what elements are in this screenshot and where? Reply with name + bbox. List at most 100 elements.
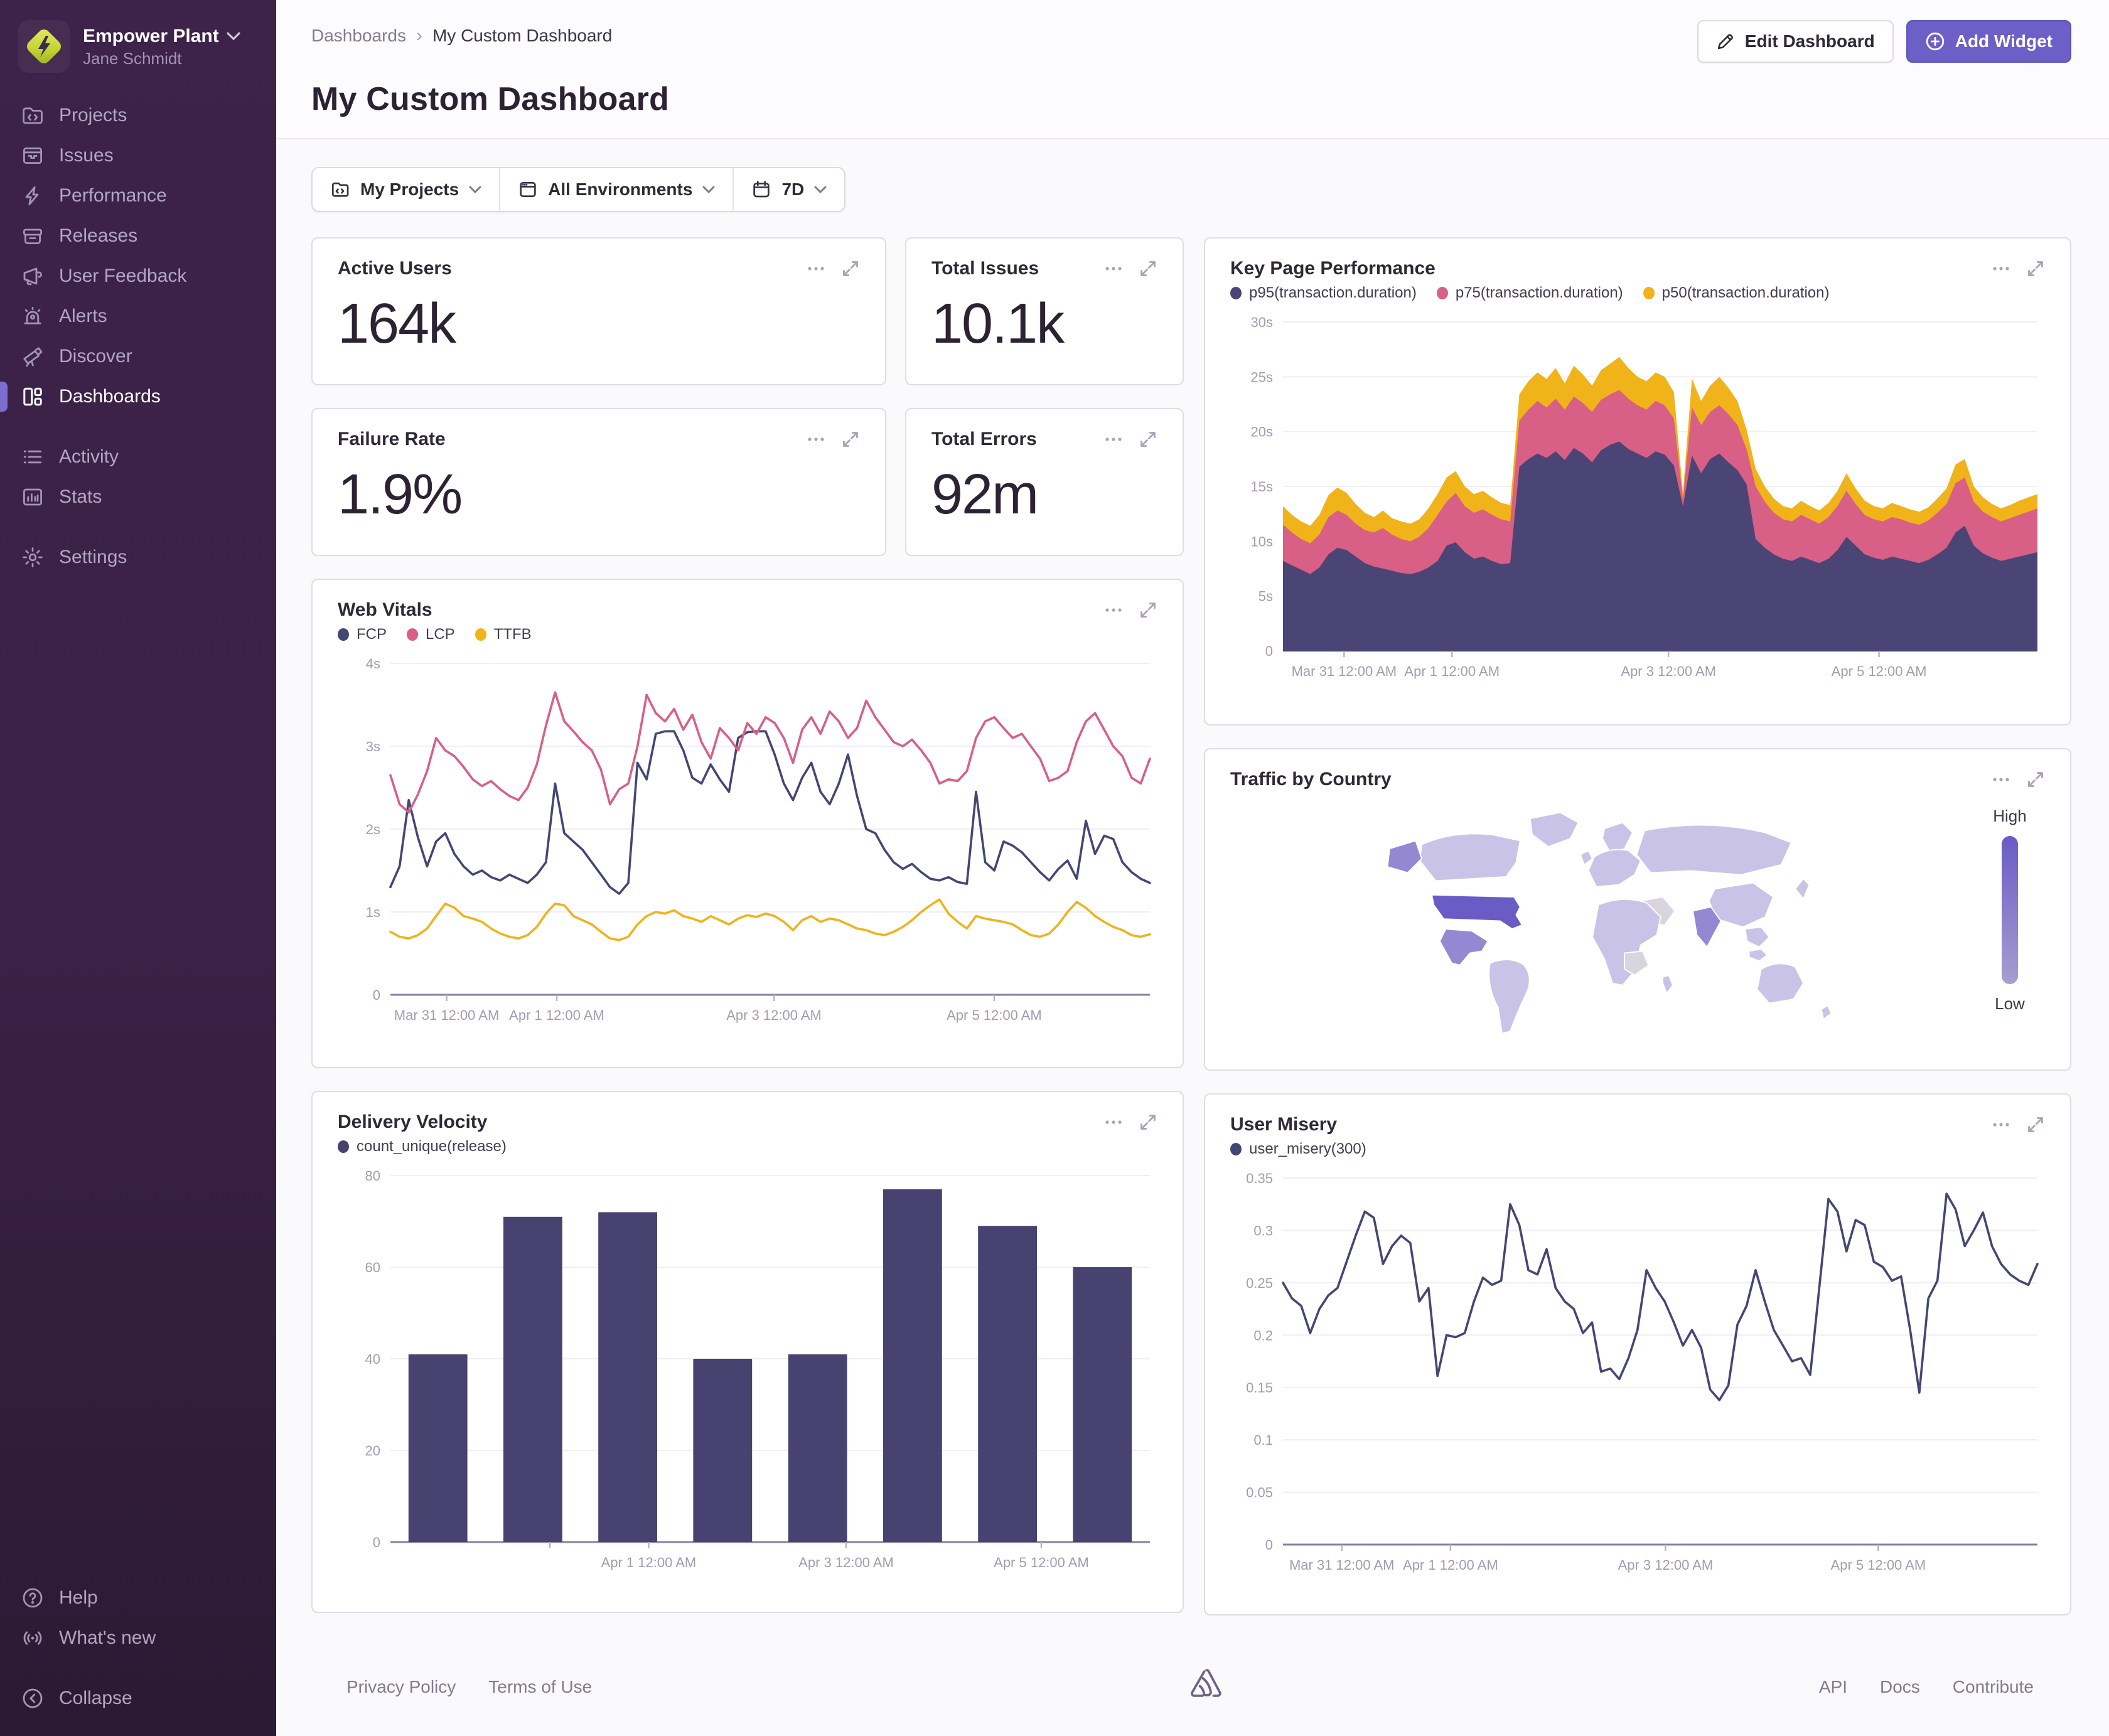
- edit-dashboard-button[interactable]: Edit Dashboard: [1697, 20, 1894, 63]
- sidebar-item-performance[interactable]: Performance: [0, 176, 276, 216]
- legend-label[interactable]: FCP: [357, 626, 387, 643]
- contribute-link[interactable]: Contribute: [1952, 1677, 2034, 1696]
- date-range-filter[interactable]: 7D: [733, 168, 844, 211]
- svg-text:Apr 3 12:00 AM: Apr 3 12:00 AM: [1621, 663, 1716, 679]
- widget-expand-button[interactable]: [1139, 601, 1157, 619]
- widget-title: Total Issues: [931, 258, 1039, 279]
- svg-text:20s: 20s: [1251, 424, 1273, 440]
- stat-value: 164k: [338, 292, 456, 355]
- pencil-icon: [1717, 34, 1733, 50]
- widget-expand-button[interactable]: [1139, 430, 1157, 449]
- org-user: Jane Schmidt: [83, 49, 182, 68]
- legend-label[interactable]: count_unique(release): [357, 1138, 507, 1155]
- sidebar-item-label: Discover: [59, 346, 132, 367]
- svg-text:Apr 1 12:00 AM: Apr 1 12:00 AM: [1404, 663, 1500, 679]
- delivery-velocity-chart[interactable]: 0 20 40 60 80 Apr 1 12:00 AM Apr 3 12:00 AM Apr…: [338, 1163, 1160, 1577]
- sidebar-item-label: Performance: [59, 185, 167, 206]
- svg-text:15s: 15s: [1251, 479, 1273, 495]
- widget-menu-button[interactable]: [1103, 1112, 1124, 1132]
- widget-title: Key Page Performance: [1230, 258, 1436, 279]
- user-feedback-icon: [20, 264, 45, 289]
- sidebar-item-discover[interactable]: Discover: [0, 336, 276, 377]
- widget-expand-button[interactable]: [841, 259, 860, 278]
- sidebar-item-help[interactable]: Help: [0, 1578, 276, 1618]
- terms-of-use-link[interactable]: Terms of Use: [488, 1677, 593, 1696]
- sidebar-item-releases[interactable]: Releases: [0, 216, 276, 256]
- legend-label[interactable]: p75(transaction.duration): [1455, 284, 1623, 301]
- chart-legend: FCP LCP TTFB: [338, 626, 1157, 643]
- widget-menu-button[interactable]: [1103, 429, 1124, 449]
- dashboard-body: My Projects All Environments 7D: [276, 139, 2109, 1736]
- svg-text:0.3: 0.3: [1253, 1223, 1273, 1238]
- sidebar-item-projects[interactable]: Projects: [0, 95, 276, 136]
- user-misery-chart[interactable]: 0 0.05 0.1 0.15 0.2 0.25 0.3 0.35 Mar 31 12:00 A…: [1230, 1165, 2047, 1580]
- projects-filter[interactable]: My Projects: [313, 168, 499, 211]
- environments-filter[interactable]: All Environments: [499, 168, 733, 211]
- widget-title: Active Users: [338, 258, 452, 279]
- svg-text:0.25: 0.25: [1246, 1275, 1273, 1291]
- sidebar-item-alerts[interactable]: Alerts: [0, 296, 276, 336]
- sidebar-collapse-button[interactable]: Collapse: [0, 1678, 276, 1718]
- docs-link[interactable]: Docs: [1880, 1677, 1920, 1696]
- widget-menu-button[interactable]: [1103, 600, 1124, 620]
- breadcrumb-current: My Custom Dashboard: [432, 26, 613, 45]
- svg-text:Apr 3 12:00 AM: Apr 3 12:00 AM: [1618, 1557, 1714, 1573]
- chart-legend: count_unique(release): [338, 1138, 1157, 1155]
- widget-menu-button[interactable]: [806, 429, 826, 449]
- widget-expand-button[interactable]: [841, 430, 860, 449]
- widget-expand-button[interactable]: [1139, 1113, 1157, 1132]
- main-content: Dashboards › My Custom Dashboard Edit Da…: [276, 0, 2109, 1736]
- legend-label[interactable]: p95(transaction.duration): [1249, 284, 1417, 301]
- web-vitals-chart[interactable]: 0 1s 2s 3s 4s Mar 31 12:00 AM Apr 1 12:00 AM Ap…: [338, 651, 1160, 1030]
- sidebar-item-settings[interactable]: Settings: [0, 537, 276, 577]
- sidebar-item-activity[interactable]: Activity: [0, 437, 276, 477]
- sidebar-item-label: Alerts: [59, 306, 107, 326]
- widget-expand-button[interactable]: [1139, 259, 1157, 278]
- svg-text:Apr 3 12:00 AM: Apr 3 12:00 AM: [726, 1007, 822, 1023]
- widget-menu-button[interactable]: [806, 259, 826, 279]
- sidebar-item-issues[interactable]: Issues: [0, 136, 276, 176]
- sidebar-item-user-feedback[interactable]: User Feedback: [0, 256, 276, 296]
- org-switcher[interactable]: Empower Plant Jane Schmidt: [0, 15, 276, 95]
- widget-title: User Misery: [1230, 1114, 1338, 1135]
- widget-menu-button[interactable]: [1103, 259, 1124, 279]
- sidebar-item-whats-new[interactable]: What's new: [0, 1618, 276, 1658]
- widget-title: Web Vitals: [338, 599, 432, 620]
- legend-label[interactable]: LCP: [426, 626, 455, 643]
- svg-text:40: 40: [365, 1351, 380, 1367]
- environments-filter-value: All Environments: [548, 179, 693, 199]
- world-map[interactable]: [1230, 796, 1975, 1037]
- api-link[interactable]: API: [1818, 1677, 1847, 1696]
- sentry-logo-icon[interactable]: [1187, 1666, 1225, 1708]
- svg-text:Mar 31 12:00 AM: Mar 31 12:00 AM: [1289, 1557, 1395, 1573]
- widget-menu-button[interactable]: [1991, 1115, 2011, 1135]
- sidebar-item-stats[interactable]: Stats: [0, 477, 276, 517]
- edit-dashboard-label: Edit Dashboard: [1744, 31, 1875, 51]
- sidebar-item-dashboards[interactable]: Dashboards: [0, 377, 276, 417]
- widget-expand-button[interactable]: [2026, 1115, 2045, 1134]
- legend-label[interactable]: user_misery(300): [1249, 1140, 1366, 1157]
- widget-expand-button[interactable]: [2026, 770, 2045, 789]
- help-icon: [20, 1585, 45, 1610]
- privacy-policy-link[interactable]: Privacy Policy: [346, 1677, 456, 1696]
- svg-text:0: 0: [1265, 1537, 1273, 1553]
- widget-menu-button[interactable]: [1991, 259, 2011, 279]
- legend-label[interactable]: p50(transaction.duration): [1661, 284, 1830, 301]
- legend-dot: [338, 628, 349, 641]
- legend-dot: [338, 1140, 349, 1153]
- widget-total-issues: Total Issues 10.1k: [905, 237, 1184, 385]
- widget-menu-button[interactable]: [1991, 769, 2011, 790]
- widget-expand-button[interactable]: [2026, 259, 2045, 278]
- svg-text:Apr 1 12:00 AM: Apr 1 12:00 AM: [509, 1007, 604, 1023]
- add-widget-label: Add Widget: [1955, 31, 2053, 51]
- add-widget-button[interactable]: Add Widget: [1906, 20, 2071, 63]
- legend-dot: [1230, 287, 1242, 299]
- legend-label[interactable]: TTFB: [493, 626, 532, 643]
- stats-icon: [20, 485, 45, 510]
- breadcrumb-dashboards-link[interactable]: Dashboards: [311, 26, 406, 45]
- key-page-performance-chart[interactable]: 0 5s 10s 15s 20s 25s 30s Mar 31 12:00 AM Apr 1 1…: [1230, 309, 2047, 686]
- map-legend: High Low: [1975, 796, 2045, 1037]
- sidebar-item-label: Help: [59, 1587, 98, 1608]
- widget-active-users: Active Users 164k: [311, 237, 886, 385]
- widget-user-misery: User Misery user_misery(300) 0 0.05 0.1 0.1…: [1204, 1093, 2071, 1615]
